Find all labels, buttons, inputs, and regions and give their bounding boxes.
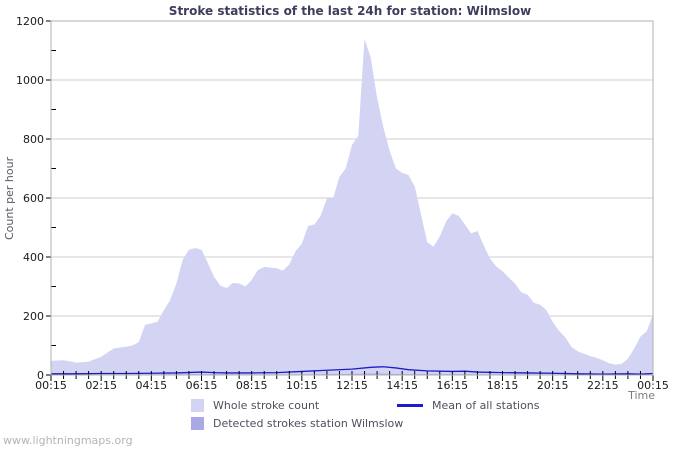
whole-stroke-count-swatch-icon	[191, 398, 204, 412]
svg-text:600: 600	[23, 192, 44, 205]
svg-text:06:15: 06:15	[186, 379, 218, 392]
svg-text:16:15: 16:15	[436, 379, 468, 392]
svg-text:08:15: 08:15	[236, 379, 268, 392]
x-axis-title: Time	[628, 389, 655, 402]
legend-item-mean-of-all-stations: Mean of all stations	[397, 398, 540, 412]
legend-label-whole-stroke-count: Whole stroke count	[213, 398, 320, 412]
legend-label-mean-of-all-stations: Mean of all stations	[432, 398, 540, 412]
svg-text:1000: 1000	[16, 74, 44, 87]
svg-text:200: 200	[23, 310, 44, 323]
svg-text:00:15: 00:15	[35, 379, 67, 392]
svg-text:18:15: 18:15	[487, 379, 519, 392]
watermark-text: www.lightningmaps.org	[3, 434, 133, 447]
svg-text:20:15: 20:15	[537, 379, 569, 392]
svg-text:0: 0	[37, 369, 44, 382]
svg-text:12:15: 12:15	[336, 379, 368, 392]
legend-item-whole-stroke-count: Whole stroke count	[191, 398, 319, 412]
svg-text:10:15: 10:15	[286, 379, 318, 392]
svg-text:00:15: 00:15	[637, 379, 669, 392]
detected-strokes-swatch-icon	[191, 416, 204, 430]
svg-text:02:15: 02:15	[85, 379, 117, 392]
mean-line-swatch-icon	[397, 403, 423, 407]
svg-text:800: 800	[23, 133, 44, 146]
legend-item-detected-strokes: Detected strokes station Wilmslow	[191, 416, 403, 430]
svg-text:14:15: 14:15	[386, 379, 418, 392]
svg-text:22:15: 22:15	[587, 379, 619, 392]
svg-text:04:15: 04:15	[135, 379, 167, 392]
svg-text:400: 400	[23, 251, 44, 264]
chart-title: Stroke statistics of the last 24h for st…	[168, 4, 532, 18]
legend-label-detected-strokes: Detected strokes station Wilmslow	[213, 416, 404, 430]
svg-text:1200: 1200	[16, 15, 44, 28]
